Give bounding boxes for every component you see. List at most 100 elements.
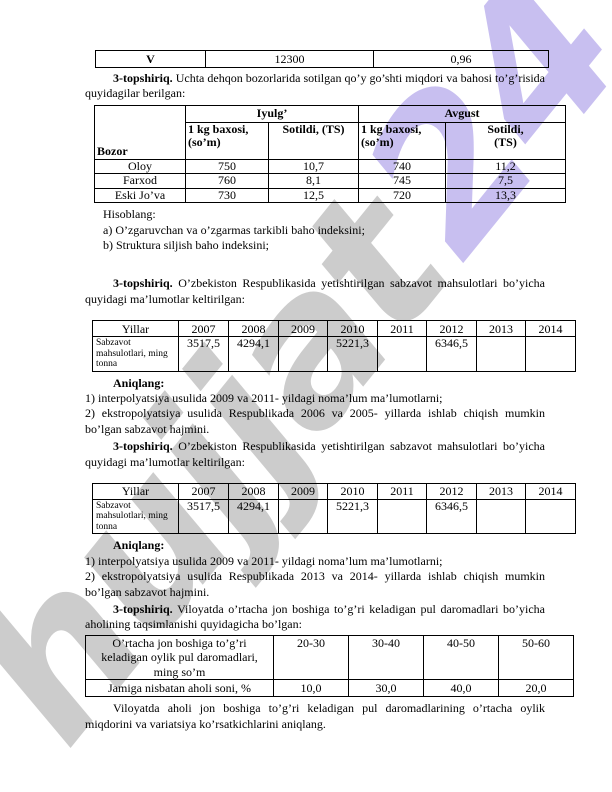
year-cell: 2012 <box>426 320 477 338</box>
task-veg2-intro: 3-topshiriq. O’zbekiston Respublikasida … <box>85 439 545 470</box>
market-name: Farxod <box>94 173 186 189</box>
august-price: 745 <box>358 173 446 189</box>
find-heading-1: Aniqlang: <box>113 375 165 390</box>
year-cell: 2013 <box>476 482 526 500</box>
year-cell: 2008 <box>228 320 279 338</box>
value-cell <box>525 336 576 372</box>
year-cell: 2011 <box>377 482 427 500</box>
july-sold: 10,7 <box>268 158 359 175</box>
population-share-cell: 40,0 <box>423 679 499 698</box>
year-cell: 2010 <box>327 320 378 338</box>
table-row: O’rtacha jon boshiga to’g’ri keladigan o… <box>85 634 574 681</box>
july-sold: 12,5 <box>268 187 359 204</box>
income-range-cell: 50-60 <box>498 634 574 681</box>
task-income-intro: 3-topshiriq. Viloyatda o’rtacha jon bosh… <box>85 602 545 633</box>
july-price: 760 <box>185 173 269 189</box>
task-veg1-intro: 3-topshiriq. O’zbekiston Respublikasida … <box>85 276 545 307</box>
find-item-2: 2) ekstropolyatsiya usulida Respublikada… <box>85 569 545 599</box>
find-item-1: 1) interpolyatsiya usulida 2009 va 2011-… <box>85 390 443 405</box>
table-row: V 12300 0,96 <box>95 50 549 68</box>
year-cell: 2008 <box>228 482 279 500</box>
years-header: Yillar <box>92 482 179 500</box>
task-income-label: 3-topshiriq. <box>113 602 173 617</box>
income-range-cell: 30-40 <box>348 634 424 681</box>
table-row: Oloy 750 10,7 740 11,2 <box>94 158 566 175</box>
august-group-header: Avgust <box>358 104 566 123</box>
july-price: 730 <box>185 187 269 204</box>
value-cell <box>278 336 328 372</box>
carryover-cell-v: V <box>95 50 206 68</box>
value-cell <box>476 336 526 372</box>
task-meat-intro: 3-topshiriq. Uchta dehqon bozorlarida so… <box>85 71 545 102</box>
table-row: 1 kg baxosi, (so’m) Sotildi, (TS) 1 kg b… <box>95 121 566 160</box>
value-cell <box>525 498 576 535</box>
task-income-intro-text: Viloyatda o’rtacha jon boshiga to’g’ri k… <box>85 602 545 632</box>
value-cell: 4294,1 <box>228 336 279 372</box>
compute-item-b: b) Struktura siljish baho indeksini; <box>103 237 269 252</box>
row-label: Sabzavot mahsulotlari, ming tonna <box>92 336 179 372</box>
year-cell: 2007 <box>178 482 229 500</box>
task-meat-intro-text: Uchta dehqon bozorlarida sotilgan qo’y g… <box>85 71 545 101</box>
value-cell: 6346,5 <box>426 336 477 372</box>
carryover-cell-value1: 12300 <box>205 50 374 68</box>
years-header: Yillar <box>92 320 179 338</box>
find-item-1: 1) interpolyatsiya usulida 2009 va 2011-… <box>85 553 443 568</box>
august-sold: 13,3 <box>445 187 566 204</box>
table-row: Sabzavot mahsulotlari, ming tonna 3517,5… <box>92 498 576 535</box>
market-name: Eski Jo’va <box>94 187 186 204</box>
august-price: 720 <box>358 187 446 204</box>
year-cell: 2013 <box>476 320 526 338</box>
year-cell: 2012 <box>426 482 477 500</box>
table-row: Yillar 2007 2008 2009 2010 2011 2012 201… <box>92 482 576 500</box>
task-veg1-intro-text: O’zbekiston Respublikasida yetishtirilga… <box>85 276 545 306</box>
value-cell: 4294,1 <box>228 498 279 535</box>
task-meat-label: 3-topshiriq. <box>113 71 173 85</box>
july-price-header: 1 kg baxosi, (so’m) <box>185 121 269 160</box>
july-sold-header: Sotildi, (TS) <box>268 121 359 160</box>
page-content: V 12300 0,96 3-topshiriq. Uchta dehqon b… <box>85 50 576 732</box>
year-cell: 2011 <box>377 320 427 338</box>
carryover-table: V 12300 0,96 <box>95 50 549 68</box>
task-veg1-label: 3-topshiriq. <box>113 276 173 291</box>
carryover-cell-value2: 0,96 <box>373 50 549 68</box>
year-cell: 2014 <box>525 320 576 338</box>
august-sold: 11,2 <box>445 158 566 175</box>
august-sold-header: Sotildi, (TS) <box>445 121 566 160</box>
compute-heading: Hisoblang: <box>103 207 156 222</box>
task-income-closing: Viloyatda aholi jon boshiga to’g’ri kela… <box>85 701 545 731</box>
compute-item-a: a) O’zgaruvchan va o’zgarmas tarkibli ba… <box>103 222 365 237</box>
august-sold: 7,5 <box>445 173 566 189</box>
compute-block: Hisoblang: a) O’zgaruvchan va o’zgarmas … <box>103 207 545 253</box>
market-name: Oloy <box>94 158 186 175</box>
value-cell <box>476 498 526 535</box>
table-row: Jamiga nisbatan aholi soni, % 10,0 30,0 … <box>85 679 574 698</box>
income-range-cell: 40-50 <box>423 634 499 681</box>
income-distribution-table: O’rtacha jon boshiga to’g’ri keladigan o… <box>85 634 574 698</box>
year-cell: 2007 <box>178 320 229 338</box>
population-share-cell: 10,0 <box>273 679 349 698</box>
august-sold-header-text: Sotildi, (TS) <box>487 122 524 150</box>
vegetables-table-1: Yillar 2007 2008 2009 2010 2011 2012 201… <box>92 320 576 372</box>
income-ranges-label: O’rtacha jon boshiga to’g’ri keladigan o… <box>85 634 274 681</box>
income-range-cell: 20-30 <box>273 634 349 681</box>
year-cell: 2010 <box>327 482 378 500</box>
value-cell: 3517,5 <box>178 498 229 535</box>
july-group-header: Iyulg’ <box>185 104 359 123</box>
table-row: Eski Jo’va 730 12,5 720 13,3 <box>94 187 566 204</box>
year-cell: 2009 <box>278 482 328 500</box>
task-veg2-intro-text: O’zbekiston Respublikasida yetishtirilga… <box>85 439 545 469</box>
value-cell: 6346,5 <box>426 498 477 535</box>
population-share-cell: 20,0 <box>498 679 574 698</box>
find-heading-2: Aniqlang: <box>113 538 165 553</box>
bozor-header-cell: Bozor <box>94 104 186 160</box>
august-price: 740 <box>358 158 446 175</box>
value-cell: 3517,5 <box>178 336 229 372</box>
population-share-cell: 30,0 <box>348 679 424 698</box>
vegetables-table-2: Yillar 2007 2008 2009 2010 2011 2012 201… <box>92 482 576 535</box>
value-cell: 5221,3 <box>327 498 378 535</box>
year-cell: 2014 <box>525 482 576 500</box>
table-row: Sabzavot mahsulotlari, ming tonna 3517,5… <box>92 336 576 372</box>
row-label: Sabzavot mahsulotlari, ming tonna <box>92 498 179 535</box>
table-row: Bozor Iyulg’ Avgust <box>94 104 566 160</box>
